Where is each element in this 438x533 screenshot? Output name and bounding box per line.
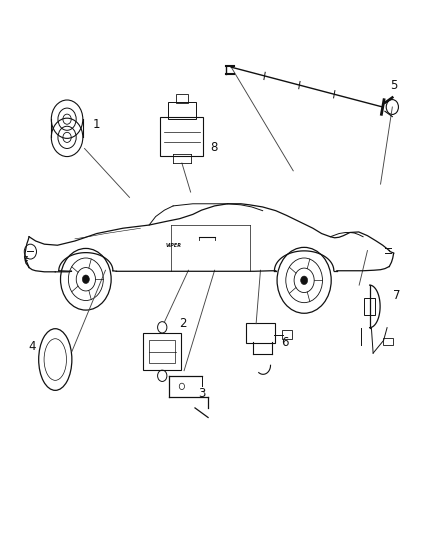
Text: 3: 3	[198, 386, 205, 400]
Text: 7: 7	[393, 289, 401, 302]
Circle shape	[82, 275, 89, 284]
Text: 6: 6	[281, 336, 288, 349]
Text: 2: 2	[180, 318, 187, 330]
Text: 5: 5	[390, 79, 397, 92]
Text: 8: 8	[210, 141, 217, 154]
Circle shape	[300, 276, 307, 285]
Text: 4: 4	[28, 340, 36, 353]
Text: 1: 1	[93, 118, 100, 131]
Text: ViPER: ViPER	[165, 243, 181, 248]
